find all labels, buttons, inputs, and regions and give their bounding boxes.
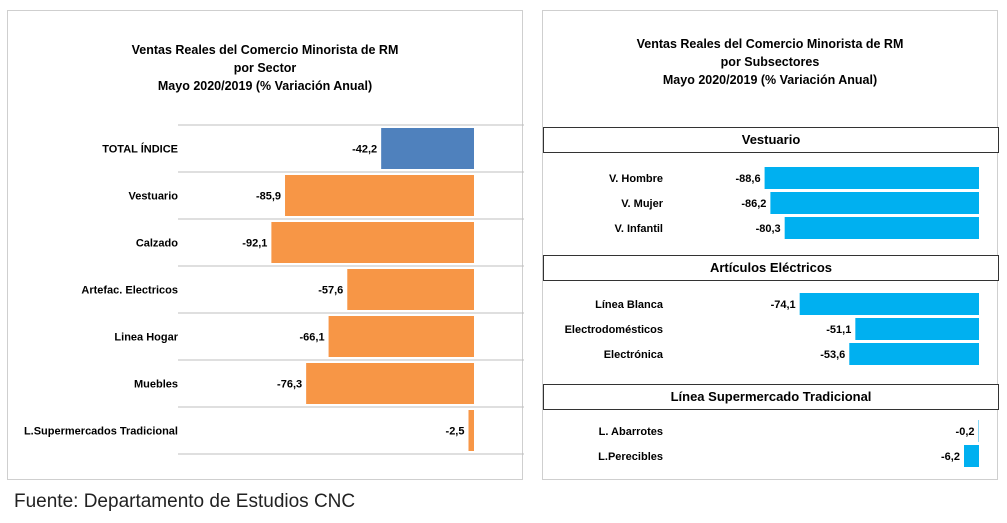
title-line: por Subsectores — [720, 55, 820, 69]
title-line: por Sector — [233, 61, 297, 75]
bar — [770, 192, 979, 214]
data-label: -92,1 — [242, 238, 267, 250]
category-label: Electrodomésticos — [565, 324, 663, 336]
data-label: -6,2 — [941, 451, 960, 463]
bar — [468, 410, 474, 451]
bar — [328, 316, 474, 357]
section-header-vestuario: Vestuario — [543, 127, 999, 153]
sector-bar-chart: TOTAL ÍNDICE -42,2 Vestuario -85,9 Calzado -9… — [24, 124, 524, 455]
subsector-chart-panel: Ventas Reales del Comercio Minorista de … — [542, 10, 999, 480]
data-label: -2,5 — [446, 426, 465, 438]
section-header-articulos-electricos: Artículos Eléctricos — [543, 255, 999, 281]
data-label: -80,3 — [756, 223, 781, 235]
bar — [764, 167, 979, 189]
bar — [271, 222, 474, 263]
bar — [849, 343, 979, 365]
bar — [963, 445, 979, 467]
category-label: V. Infantil — [615, 223, 664, 235]
bar — [381, 128, 474, 169]
data-label: -0,2 — [956, 426, 975, 438]
category-label: TOTAL ÍNDICE — [102, 143, 178, 156]
bar — [285, 175, 474, 216]
category-label: V. Hombre — [609, 173, 663, 185]
title-line: Mayo 2020/2019 (% Variación Anual) — [662, 73, 878, 87]
source-note: Fuente: Departamento de Estudios CNC — [14, 491, 356, 512]
bar — [347, 269, 474, 310]
category-label: L.Perecibles — [598, 451, 663, 463]
data-label: -86,2 — [741, 198, 766, 210]
subsector-chart-title: Ventas Reales del Comercio Minorista de … — [543, 35, 997, 89]
title-line: Mayo 2020/2019 (% Variación Anual) — [157, 79, 373, 93]
category-label: Artefac. Electricos — [81, 285, 178, 297]
category-label: Vestuario — [128, 191, 178, 203]
category-label: L. Abarrotes — [599, 426, 663, 438]
category-label: Calzado — [136, 238, 178, 250]
title-line: Ventas Reales del Comercio Minorista de … — [131, 43, 399, 57]
data-label: -42,2 — [352, 144, 377, 156]
data-label: -53,6 — [820, 349, 845, 361]
subsector-bar-chart: V. Hombre -88,6 V. Mujer -86,2 V. Infantil -8… — [565, 167, 979, 467]
data-label: -57,6 — [318, 285, 343, 297]
data-label: -85,9 — [256, 191, 281, 203]
data-label: -74,1 — [771, 299, 796, 311]
bar — [306, 363, 474, 404]
sector-chart-title: Ventas Reales del Comercio Minorista de … — [8, 41, 522, 95]
sector-chart-panel: Ventas Reales del Comercio Minorista de … — [7, 10, 524, 480]
bar — [799, 293, 979, 315]
section-header-linea-supermercado: Línea Supermercado Tradicional — [543, 384, 999, 410]
category-label: Muebles — [134, 379, 178, 391]
data-label: -76,3 — [277, 379, 302, 391]
category-label: Línea Blanca — [595, 299, 664, 311]
category-label: Electrónica — [604, 349, 664, 361]
bar — [784, 217, 979, 239]
title-line: Ventas Reales del Comercio Minorista de … — [636, 37, 904, 51]
category-label: L.Supermercados Tradicional — [24, 426, 178, 438]
bar — [855, 318, 979, 340]
data-label: -88,6 — [736, 173, 761, 185]
data-label: -66,1 — [300, 332, 325, 344]
category-label: Linea Hogar — [114, 332, 178, 344]
data-label: -51,1 — [826, 324, 851, 336]
category-label: V. Mujer — [621, 198, 663, 210]
